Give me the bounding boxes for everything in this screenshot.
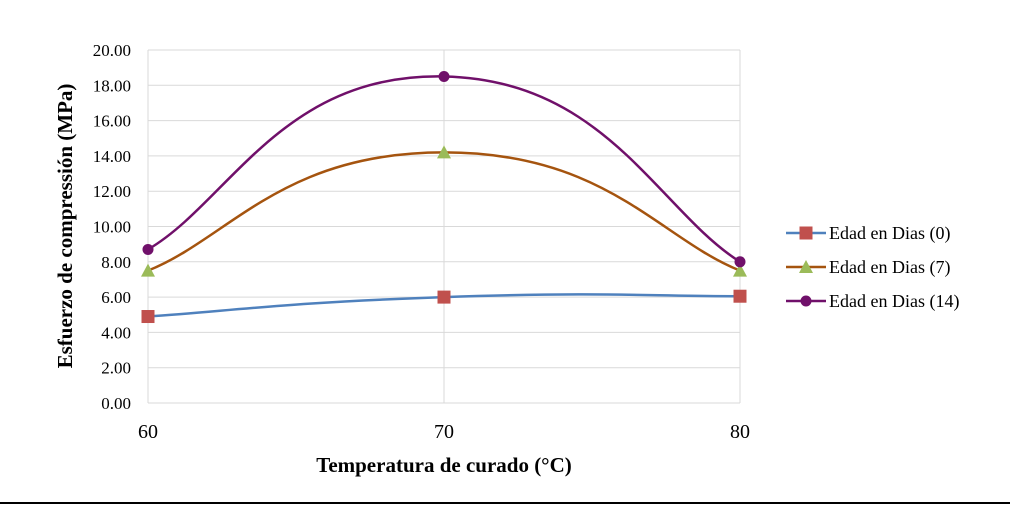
legend-item: Edad en Dias (0) <box>786 223 950 244</box>
x-tick-label: 80 <box>730 421 750 443</box>
y-tick-label: 2.00 <box>101 359 131 378</box>
data-point-marker <box>438 70 450 82</box>
series-2 <box>142 70 746 268</box>
legend-marker <box>799 226 813 240</box>
y-tick-label: 12.00 <box>93 182 131 201</box>
y-tick-label: 0.00 <box>101 394 131 413</box>
legend-item: Edad en Dias (7) <box>786 257 950 278</box>
series-0 <box>141 289 747 324</box>
legend-label: Edad en Dias (0) <box>829 223 950 244</box>
y-tick-label: 18.00 <box>93 76 131 95</box>
x-tick-label: 60 <box>138 421 158 443</box>
data-point-marker <box>141 263 155 277</box>
data-point-marker <box>141 310 155 324</box>
data-point-marker <box>733 263 747 277</box>
y-axis-title: Esfuerzo de compressión (MPa) <box>53 84 77 369</box>
y-tick-label: 10.00 <box>93 218 131 237</box>
legend-label: Edad en Dias (7) <box>829 257 950 278</box>
legend-marker <box>799 260 813 273</box>
data-point-marker <box>734 256 746 268</box>
legend-label: Edad en Dias (14) <box>829 291 959 312</box>
x-tick-label: 70 <box>434 421 454 443</box>
y-tick-label: 14.00 <box>93 147 131 166</box>
y-tick-label: 4.00 <box>101 323 131 342</box>
series-1 <box>141 145 747 277</box>
y-tick-label: 20.00 <box>93 41 131 60</box>
legend: Edad en Dias (0) Edad en Dias (7) Edad en … <box>786 223 959 312</box>
data-point-marker <box>437 290 451 304</box>
series-lines <box>141 70 747 324</box>
legend-item: Edad en Dias (14) <box>786 291 959 312</box>
x-axis-title: Temperatura de curado (°C) <box>316 453 572 477</box>
data-point-marker <box>733 289 747 303</box>
y-tick-label: 6.00 <box>101 288 131 307</box>
legend-marker <box>800 295 812 307</box>
x-axis-ticks: 60 70 80 <box>138 421 750 443</box>
grid-lines <box>147 49 741 404</box>
y-axis-ticks: 0.00 2.00 4.00 6.00 8.00 10.00 12.00 14.00 16.00… <box>93 41 131 413</box>
data-point-marker <box>142 243 154 255</box>
data-point-marker <box>437 145 451 159</box>
y-tick-label: 16.00 <box>93 112 131 131</box>
y-tick-label: 8.00 <box>101 253 131 272</box>
